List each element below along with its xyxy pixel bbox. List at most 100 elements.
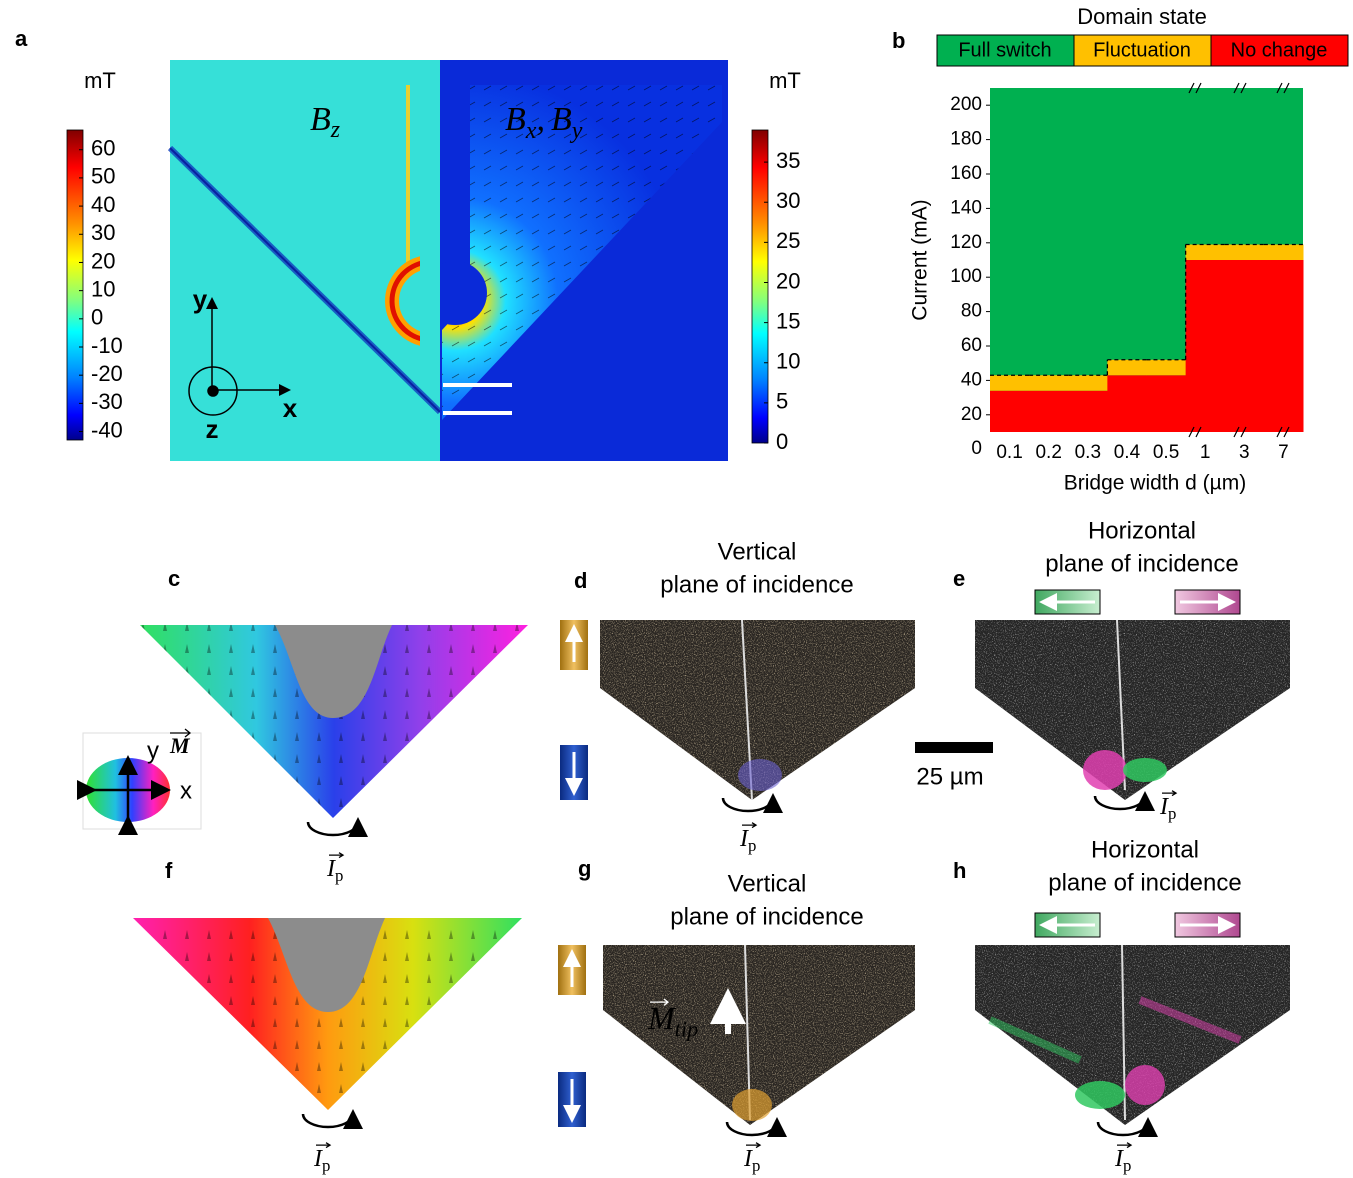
current-arrow bbox=[303, 1114, 353, 1127]
colorbar-tick-label: 30 bbox=[91, 220, 115, 245]
colorbar-tick-label: 15 bbox=[776, 308, 800, 333]
y-tick-label: 100 bbox=[950, 266, 982, 287]
panel-label: b bbox=[892, 28, 905, 53]
current-arrow bbox=[723, 798, 773, 811]
bx-base: B bbox=[505, 101, 526, 138]
panel-label: h bbox=[953, 858, 966, 883]
y-tick-label: 120 bbox=[950, 232, 982, 253]
current-label-sub: p bbox=[752, 1156, 760, 1175]
y-tick-label: 60 bbox=[961, 335, 982, 356]
colorbar-right bbox=[752, 130, 768, 443]
bar-segment bbox=[1225, 245, 1265, 260]
by-sub: y bbox=[570, 118, 583, 144]
m-tip-label-base: M bbox=[647, 1000, 677, 1036]
bar-segment bbox=[990, 391, 1030, 432]
y-tick-label: 40 bbox=[961, 369, 982, 390]
bar-segment bbox=[1147, 360, 1187, 375]
x-tick-label: 7 bbox=[1278, 442, 1289, 463]
colorbar-tick-label: -10 bbox=[91, 333, 123, 358]
panel-title: Horizontal bbox=[1088, 517, 1196, 544]
m-tip-label-sub: tip bbox=[675, 1017, 699, 1042]
separator: , bbox=[536, 101, 545, 138]
colorbar-tick-label: 50 bbox=[91, 164, 115, 189]
panel-label: f bbox=[165, 858, 173, 883]
y-tick-label: 160 bbox=[950, 163, 982, 184]
colorbar-tick-label: -30 bbox=[91, 389, 123, 414]
bz-map bbox=[170, 60, 440, 461]
colorbar-tick-label: 40 bbox=[91, 192, 115, 217]
current-label: Ip bbox=[739, 826, 756, 856]
colorbar-tick-label: -20 bbox=[91, 361, 123, 386]
colorbar-tick-label: 10 bbox=[91, 276, 115, 301]
panel-title: Vertical bbox=[718, 538, 797, 565]
panel-title: plane of incidence bbox=[1048, 869, 1241, 896]
bar-segment bbox=[1029, 375, 1069, 390]
colorbar-tick-label: 20 bbox=[776, 268, 800, 293]
y-tick-label: 0 bbox=[971, 438, 982, 459]
axis-y: y bbox=[193, 284, 208, 314]
x-tick-label: 0.3 bbox=[1075, 442, 1101, 463]
current-label: Ip bbox=[1159, 794, 1176, 824]
bar-segment bbox=[1147, 375, 1187, 432]
colorbar-tick-label: 0 bbox=[91, 305, 103, 330]
bar-segment bbox=[1068, 391, 1108, 432]
figure: y x z y x 25 µm abcdefghBzBx,BymT60504 bbox=[0, 0, 1353, 1178]
axis-z: z bbox=[206, 414, 219, 444]
bxy-label: Bx,By bbox=[505, 101, 583, 144]
colorbar-tick-label: 30 bbox=[776, 188, 800, 213]
by-base: B bbox=[551, 101, 572, 138]
x-tick-label: 0.4 bbox=[1114, 442, 1141, 463]
y-tick-label: 180 bbox=[950, 129, 982, 150]
bar-segment bbox=[1225, 260, 1265, 432]
y-tick-label: 200 bbox=[950, 94, 982, 115]
legend-label: No change bbox=[1231, 39, 1328, 61]
y-tick-label: 80 bbox=[961, 301, 982, 322]
bar-segment bbox=[1264, 245, 1304, 260]
colorbar-tick-label: 35 bbox=[776, 148, 800, 173]
colorbar-tick-label: 0 bbox=[776, 429, 788, 454]
current-arrow bbox=[1095, 796, 1145, 809]
x-tick-label: 3 bbox=[1239, 442, 1250, 463]
bz-label-sub: z bbox=[330, 118, 340, 144]
panel-title: plane of incidence bbox=[1045, 550, 1238, 577]
panel-label: a bbox=[15, 26, 28, 51]
bx-sub: x bbox=[525, 118, 537, 144]
colorbar-unit: mT bbox=[84, 68, 116, 93]
panel-label: c bbox=[168, 566, 180, 591]
magnetization-label: M bbox=[169, 733, 191, 758]
panel-label: g bbox=[578, 856, 591, 881]
colorbar-tick-label: -40 bbox=[91, 417, 123, 442]
x-tick-label: 0.1 bbox=[996, 442, 1022, 463]
xmcd-d bbox=[600, 620, 915, 800]
y-tick-label: 140 bbox=[950, 197, 982, 218]
x-tick-label: 0.5 bbox=[1153, 442, 1179, 463]
axis-x: x bbox=[283, 393, 298, 423]
panel-title: plane of incidence bbox=[660, 571, 853, 598]
bar-segment bbox=[1186, 245, 1226, 260]
current-arrow bbox=[727, 1122, 777, 1135]
y-tick-label: 20 bbox=[961, 404, 982, 425]
current-label: Ip bbox=[313, 1146, 330, 1176]
bar-segment bbox=[1264, 260, 1304, 432]
current-label-sub: p bbox=[322, 1156, 330, 1175]
wheel-x: x bbox=[180, 777, 192, 804]
chart-title: Domain state bbox=[1077, 4, 1207, 29]
panel-title: Vertical bbox=[728, 870, 807, 897]
panel-label: e bbox=[953, 566, 965, 591]
legend-label: Full switch bbox=[958, 39, 1051, 61]
bz-label-base: B bbox=[310, 101, 331, 138]
panel-label: d bbox=[574, 568, 587, 593]
colorbar-unit: mT bbox=[769, 68, 801, 93]
current-label: Ip bbox=[743, 1146, 760, 1176]
current-label-sub: p bbox=[1123, 1156, 1131, 1175]
current-arrow bbox=[308, 822, 358, 835]
current-label: Ip bbox=[1114, 1146, 1131, 1176]
colorbar-left bbox=[67, 130, 83, 440]
colorbar-tick-label: 60 bbox=[91, 136, 115, 161]
bar-segment bbox=[990, 375, 1030, 390]
legend-label: Fluctuation bbox=[1093, 39, 1191, 61]
current-label: Ip bbox=[326, 856, 343, 886]
current-arrow bbox=[1098, 1122, 1148, 1135]
bar-segment bbox=[1107, 360, 1147, 375]
bar-segment bbox=[1029, 391, 1069, 432]
